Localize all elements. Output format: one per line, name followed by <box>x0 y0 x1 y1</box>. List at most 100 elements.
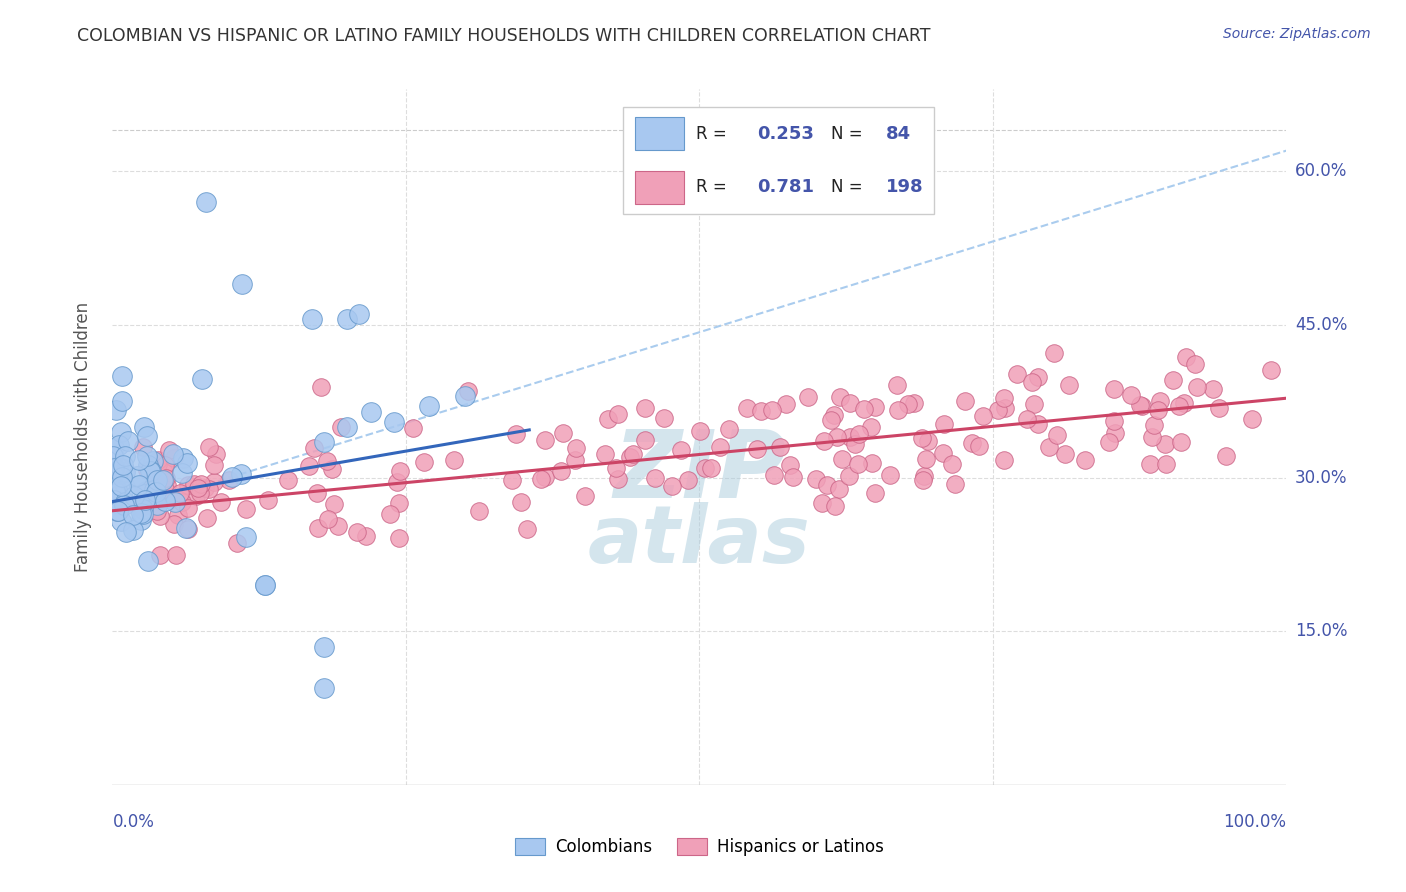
Point <box>129 507 152 521</box>
Point <box>254 578 277 592</box>
Point <box>605 461 627 475</box>
Point <box>1215 450 1237 464</box>
Point <box>689 425 711 439</box>
Point <box>107 504 129 518</box>
Point <box>993 452 1015 467</box>
Point <box>114 465 136 479</box>
Text: N =: N = <box>831 178 868 196</box>
Point <box>467 503 489 517</box>
Point <box>298 458 321 473</box>
Point <box>1146 403 1168 417</box>
Point <box>838 396 860 410</box>
Point <box>114 494 136 508</box>
Point <box>661 479 683 493</box>
Point <box>277 474 299 488</box>
Point <box>134 493 156 508</box>
Point <box>1104 425 1126 440</box>
Point <box>911 431 934 445</box>
Point <box>142 491 165 505</box>
Point <box>177 522 200 536</box>
Point <box>718 422 741 436</box>
Point <box>943 477 966 491</box>
Point <box>761 403 783 417</box>
Point <box>516 522 538 536</box>
Point <box>607 408 630 422</box>
Point <box>104 483 127 498</box>
Point <box>132 507 155 521</box>
Point <box>111 393 134 408</box>
Point <box>534 470 557 484</box>
Point <box>820 412 842 426</box>
Point <box>669 443 692 458</box>
Point <box>621 447 644 461</box>
Point <box>170 495 193 509</box>
Point <box>226 536 249 550</box>
Point <box>122 489 145 503</box>
Point <box>307 521 329 535</box>
Point <box>347 307 370 321</box>
Point <box>112 498 135 512</box>
Point <box>195 194 218 209</box>
Point <box>1154 457 1177 471</box>
Point <box>804 472 827 486</box>
Point <box>326 518 349 533</box>
Point <box>828 482 851 496</box>
Point <box>1022 396 1045 410</box>
Point <box>153 483 176 497</box>
Point <box>132 502 155 516</box>
Point <box>172 450 194 465</box>
Point <box>887 403 910 417</box>
Point <box>388 531 411 545</box>
Point <box>912 468 935 483</box>
Point <box>848 427 870 442</box>
Point <box>644 471 666 485</box>
Point <box>131 497 153 511</box>
Point <box>932 446 955 460</box>
Text: 15.0%: 15.0% <box>1295 623 1347 640</box>
Point <box>828 390 851 404</box>
Point <box>134 485 156 500</box>
Point <box>654 411 676 425</box>
Point <box>235 530 257 544</box>
Point <box>114 449 136 463</box>
Point <box>187 481 209 495</box>
Point <box>1154 437 1177 451</box>
Point <box>1102 414 1125 428</box>
Point <box>184 489 207 503</box>
Point <box>141 498 163 512</box>
Point <box>318 511 340 525</box>
Point <box>385 475 408 489</box>
Point <box>152 473 174 487</box>
Point <box>110 470 132 484</box>
Point <box>136 428 159 442</box>
Point <box>443 453 465 467</box>
Point <box>139 464 162 478</box>
Text: 198: 198 <box>886 178 924 196</box>
Point <box>190 476 212 491</box>
Point <box>1149 393 1171 408</box>
Point <box>202 475 225 489</box>
Point <box>198 440 221 454</box>
Point <box>194 481 217 495</box>
Point <box>1140 430 1163 444</box>
Y-axis label: Family Households with Children: Family Households with Children <box>73 302 91 572</box>
Point <box>110 461 132 475</box>
Point <box>380 507 402 521</box>
Point <box>103 441 125 455</box>
Legend: Colombians, Hispanics or Latinos: Colombians, Hispanics or Latinos <box>509 831 890 863</box>
Text: 0.253: 0.253 <box>756 125 814 143</box>
Point <box>191 372 214 386</box>
Point <box>606 472 628 486</box>
Point <box>972 409 994 423</box>
Point <box>301 312 323 326</box>
Point <box>1046 427 1069 442</box>
Point <box>169 486 191 500</box>
Point <box>768 440 790 454</box>
Point <box>838 469 860 483</box>
Point <box>1074 453 1097 467</box>
Text: 60.0%: 60.0% <box>1295 162 1347 180</box>
Point <box>165 548 187 562</box>
Point <box>709 440 731 454</box>
Point <box>896 397 918 411</box>
Text: R =: R = <box>696 125 733 143</box>
